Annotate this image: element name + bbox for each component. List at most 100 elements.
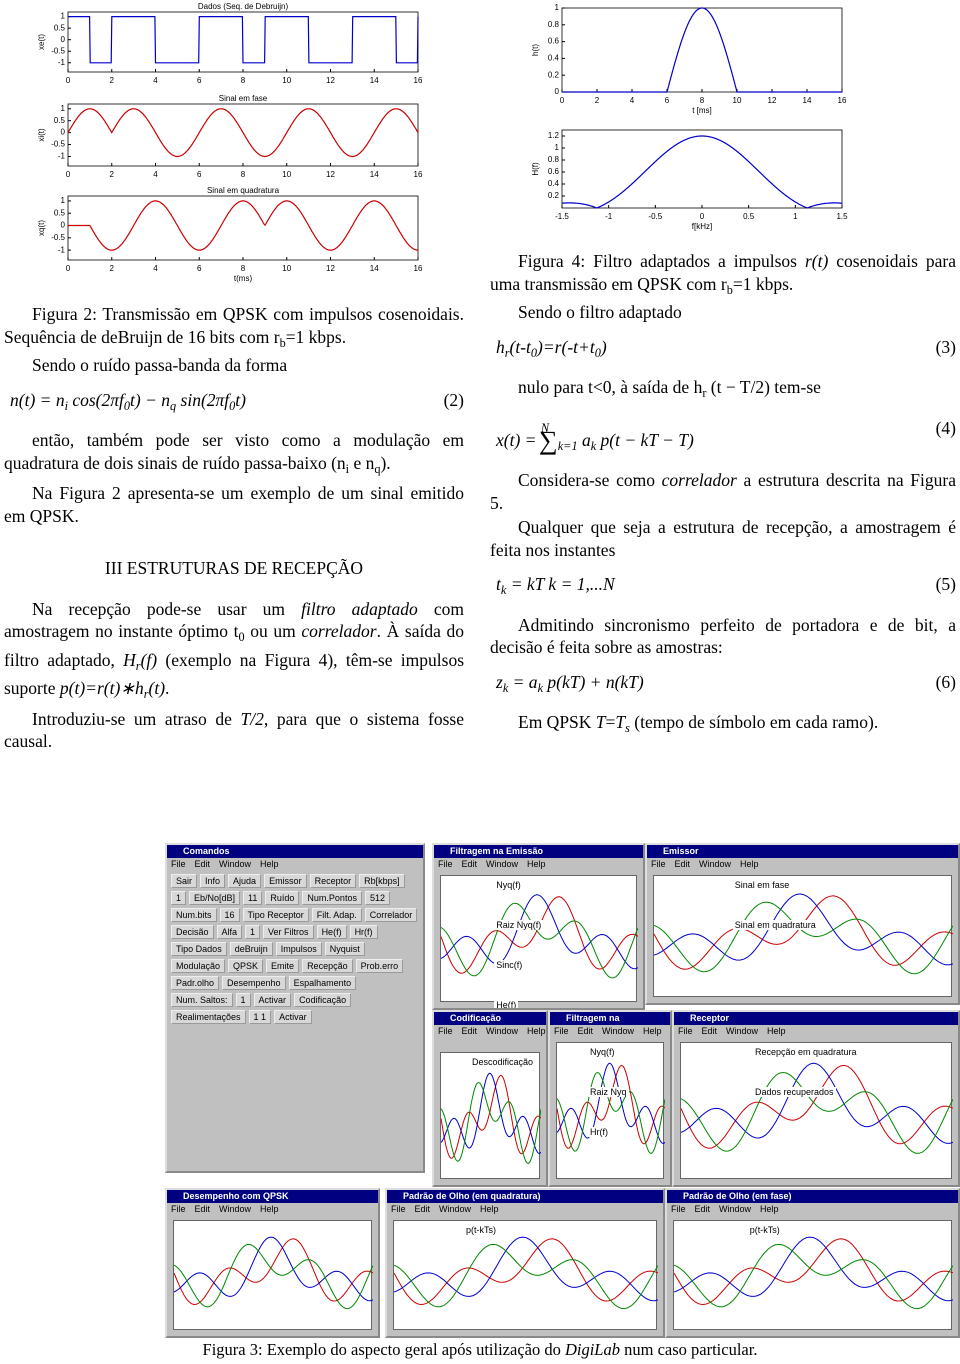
control[interactable]: 16 [219, 908, 240, 922]
control[interactable]: Prob.erro [355, 959, 404, 973]
decor-curve [441, 1074, 541, 1159]
control[interactable]: Receptor [309, 874, 357, 888]
control[interactable]: Realimentações [171, 1010, 246, 1024]
menu-item[interactable]: Window [439, 1204, 472, 1214]
control[interactable]: Hr(f) [349, 925, 378, 939]
control[interactable]: Correlador [364, 908, 418, 922]
menu-item[interactable]: Help [740, 859, 759, 869]
menu-item[interactable]: Edit [674, 859, 691, 869]
menu-item[interactable]: Help [527, 859, 546, 869]
menu-item[interactable]: File [438, 859, 453, 869]
control[interactable]: Desempenho [222, 976, 286, 990]
menu-item[interactable]: File [438, 1026, 453, 1036]
menu-item[interactable]: File [391, 1204, 406, 1214]
control[interactable]: Activar [253, 993, 292, 1007]
text-run: cosenoidais para uma transmissão em QPSK… [490, 251, 956, 294]
menu-item[interactable]: File [554, 1026, 569, 1036]
control[interactable]: Info [200, 874, 226, 888]
menu-item[interactable]: Window [602, 1026, 635, 1036]
menu-item[interactable]: Edit [194, 1204, 211, 1214]
para: então, também pode ser visto como a modu… [4, 429, 464, 480]
control[interactable]: QPSK [228, 959, 264, 973]
menu-item[interactable]: Window [486, 859, 519, 869]
menu-item[interactable]: Help [260, 859, 279, 869]
y-tick-label: 1 [61, 12, 66, 21]
control[interactable]: Decisão [171, 925, 214, 939]
text-run: III ESTRUTURAS DE RECEPÇÃO [104, 558, 364, 578]
control[interactable]: He(f) [316, 925, 347, 939]
y-axis-label: H(f) [531, 162, 540, 176]
control[interactable]: Padr.olho [171, 976, 220, 990]
text-run: )=r(-t+t [537, 336, 595, 357]
menu-item[interactable]: Window [219, 1204, 252, 1214]
control[interactable]: 1 1 [248, 1010, 272, 1024]
control[interactable]: 1 [171, 891, 187, 905]
x-tick-label: 8 [241, 76, 246, 85]
menu-item[interactable]: Help [480, 1204, 499, 1214]
x-tick-label: 14 [803, 96, 812, 105]
control[interactable]: Ajuda [228, 874, 262, 888]
control[interactable]: 512 [364, 891, 390, 905]
control[interactable]: Rb[kbps] [359, 874, 405, 888]
control[interactable]: Ruído [265, 891, 300, 905]
control[interactable]: Filt. Adap. [311, 908, 362, 922]
control[interactable]: Espalhamento [288, 976, 357, 990]
menu-item[interactable]: Edit [461, 1026, 478, 1036]
decor-curve [681, 1062, 953, 1144]
control[interactable]: Num.bits [171, 908, 217, 922]
control[interactable]: Codificação [294, 993, 352, 1007]
x-tick-label: 14 [370, 76, 379, 85]
menu-item[interactable]: Window [699, 859, 732, 869]
control[interactable]: Recepção [302, 959, 353, 973]
menu-item[interactable]: File [678, 1026, 693, 1036]
menu-item[interactable]: Help [260, 1204, 279, 1214]
control[interactable]: Emite [266, 959, 300, 973]
decor-curve [394, 1238, 658, 1306]
control[interactable]: Emissor [264, 874, 307, 888]
figure-4: 00.20.40.60.810 2 4 6 8 10 12 14 16h(t)t [ms]0.2… [531, 3, 848, 231]
menu-item[interactable]: Edit [414, 1204, 431, 1214]
menu-item[interactable]: Help [643, 1026, 662, 1036]
menu-item[interactable]: Window [486, 1026, 519, 1036]
menu-item[interactable]: Window [219, 859, 252, 869]
menu-item[interactable]: Window [719, 1204, 752, 1214]
control[interactable]: Impulsos [275, 942, 322, 956]
control[interactable]: Ver Filtros [263, 925, 314, 939]
control[interactable]: Modulação [171, 959, 226, 973]
menu-item[interactable]: Help [767, 1026, 786, 1036]
control[interactable]: Activar [274, 1010, 312, 1024]
menu-item[interactable]: Help [527, 1026, 546, 1036]
menu-item[interactable]: Edit [694, 1204, 711, 1214]
figure-3-caption: Figura 3: Exemplo do aspecto geral após … [0, 1340, 960, 1360]
control[interactable]: Num.Pontos [302, 891, 362, 905]
text-run: 0 [123, 398, 131, 413]
control[interactable]: Nyquist [324, 942, 365, 956]
text-run: t) − n [130, 389, 171, 410]
control[interactable]: 11 [243, 891, 263, 905]
control[interactable]: 1 [245, 925, 261, 939]
control[interactable]: deBruijn [229, 942, 273, 956]
control[interactable]: Tipo Dados [171, 942, 227, 956]
menu-item[interactable]: Window [726, 1026, 759, 1036]
menu-item[interactable]: Edit [701, 1026, 718, 1036]
control[interactable]: 1 [235, 993, 251, 1007]
menu-item[interactable]: Edit [577, 1026, 594, 1036]
decor-curve [174, 1243, 373, 1310]
control[interactable]: Num. Saltos: [171, 993, 233, 1007]
signal-curve [68, 200, 419, 251]
text-run: nulo para t<0, à saída de h [518, 377, 703, 397]
menu-item[interactable]: Help [760, 1204, 779, 1214]
menu-item[interactable]: Edit [461, 859, 478, 869]
control[interactable]: Eb/No[dB] [189, 891, 241, 905]
menu-item[interactable]: Edit [194, 859, 211, 869]
y-tick-label: 0.8 [548, 155, 560, 164]
menu-item[interactable]: File [171, 1204, 186, 1214]
menu-item[interactable]: File [671, 1204, 686, 1214]
menu-item[interactable]: File [651, 859, 666, 869]
plot-label: Sinc(f) [494, 960, 525, 970]
menu-item[interactable]: File [171, 859, 186, 869]
plot-label: Raiz Nyq [588, 1087, 629, 1097]
control[interactable]: Sair [171, 874, 198, 888]
control[interactable]: Tipo Receptor [242, 908, 309, 922]
control[interactable]: Alfa [216, 925, 243, 939]
